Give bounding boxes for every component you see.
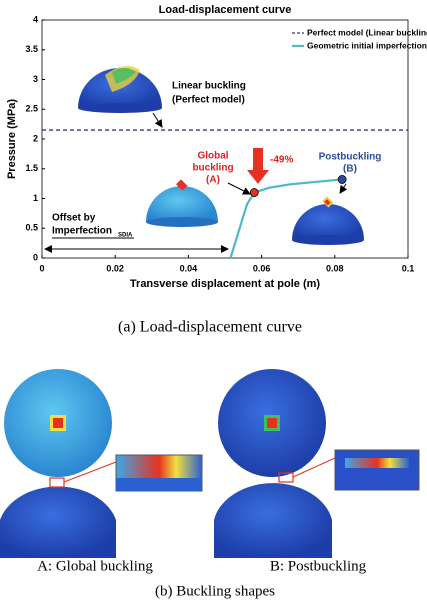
chart-title: Load-displacement curve — [159, 4, 292, 16]
annotation: (Perfect model) — [172, 95, 245, 106]
shape-b-images — [214, 369, 420, 558]
annotation-arrow — [227, 182, 251, 195]
y-tick-label: 3 — [33, 74, 38, 84]
annotation: -49% — [270, 155, 293, 166]
legend-label: Perfect model (Linear buckling pressure) — [307, 27, 427, 37]
x-tick-label: 0.02 — [106, 263, 124, 273]
annotation: (A) — [206, 175, 220, 186]
x-tick-label: 0.1 — [402, 263, 415, 273]
drop-arrow — [247, 148, 269, 184]
x-tick-label: 0.06 — [253, 263, 271, 273]
hemisphere-global — [146, 179, 218, 227]
y-tick-label: 4 — [33, 14, 38, 24]
annotation: Global — [197, 151, 228, 162]
x-axis-label: Transverse displacement at pole (m) — [130, 278, 320, 290]
y-tick-label: 2 — [33, 133, 38, 143]
annotation-arrow — [339, 183, 348, 194]
annotation: Imperfection — [52, 226, 112, 237]
y-tick-label: 1 — [33, 193, 38, 203]
annotation-subscript: SDIA — [118, 233, 133, 239]
legend-label: Geometric initial imperfection only — [307, 40, 427, 50]
y-tick-label: 1.5 — [25, 163, 38, 173]
caption-shape-b: B: Postbuckling — [270, 558, 367, 574]
y-tick-label: 2.5 — [25, 104, 38, 114]
caption-shape-a: A: Global buckling — [37, 558, 153, 574]
key-point — [249, 188, 259, 197]
x-tick-label: 0 — [39, 263, 44, 273]
annotation: (B) — [343, 164, 357, 175]
annotation: Postbuckling — [319, 152, 382, 163]
y-tick-label: 3.5 — [25, 44, 38, 54]
annotation: buckling — [192, 163, 233, 174]
caption-b: (b) Buckling shapes — [155, 583, 275, 599]
caption-a: (a) Load-displacement curve — [118, 319, 302, 336]
annotation: Linear buckling — [172, 81, 246, 92]
y-axis-label: Pressure (MPa) — [6, 99, 18, 179]
shape-a-images — [0, 369, 203, 558]
key-point — [337, 175, 347, 184]
x-tick-label: 0.04 — [180, 263, 198, 273]
x-tick-label: 0.08 — [326, 263, 344, 273]
annotation-arrow — [152, 112, 163, 128]
y-tick-label: 0.5 — [25, 223, 38, 233]
y-tick-label: 0 — [33, 252, 38, 262]
hemisphere-post — [292, 196, 364, 245]
annotation: Offset by — [52, 213, 96, 224]
hemisphere-perfect — [78, 66, 162, 113]
